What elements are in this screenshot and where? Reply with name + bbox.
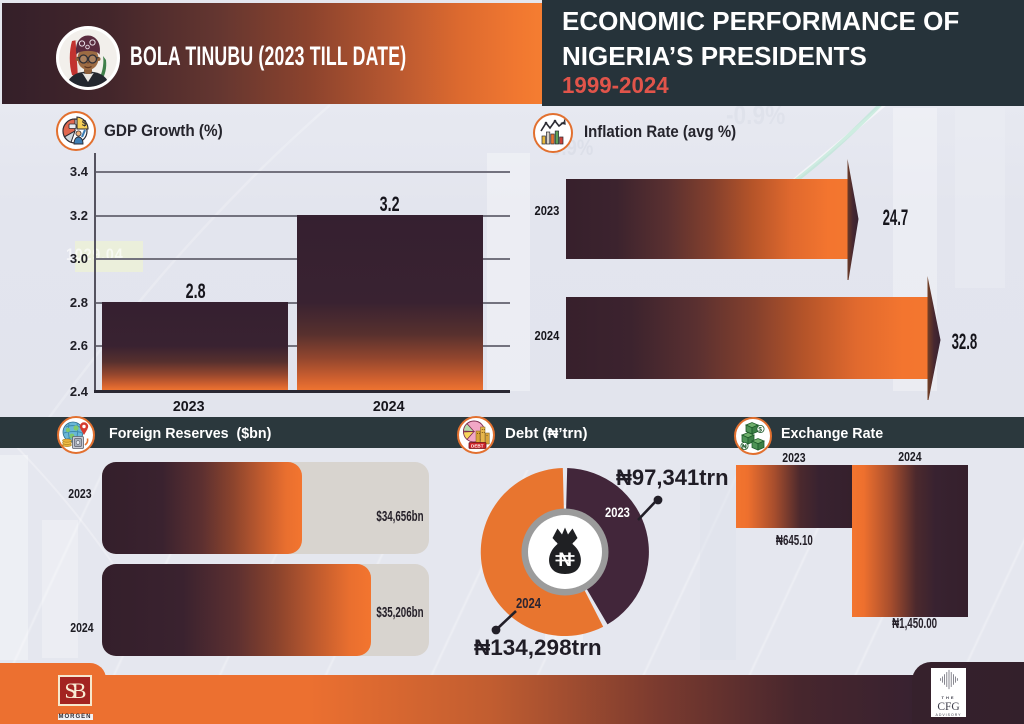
svg-text:DEBT: DEBT: [471, 444, 484, 449]
svg-text:$: $: [82, 119, 87, 128]
svg-text:₦: ₦: [742, 444, 747, 451]
svg-text:$: $: [758, 427, 762, 434]
